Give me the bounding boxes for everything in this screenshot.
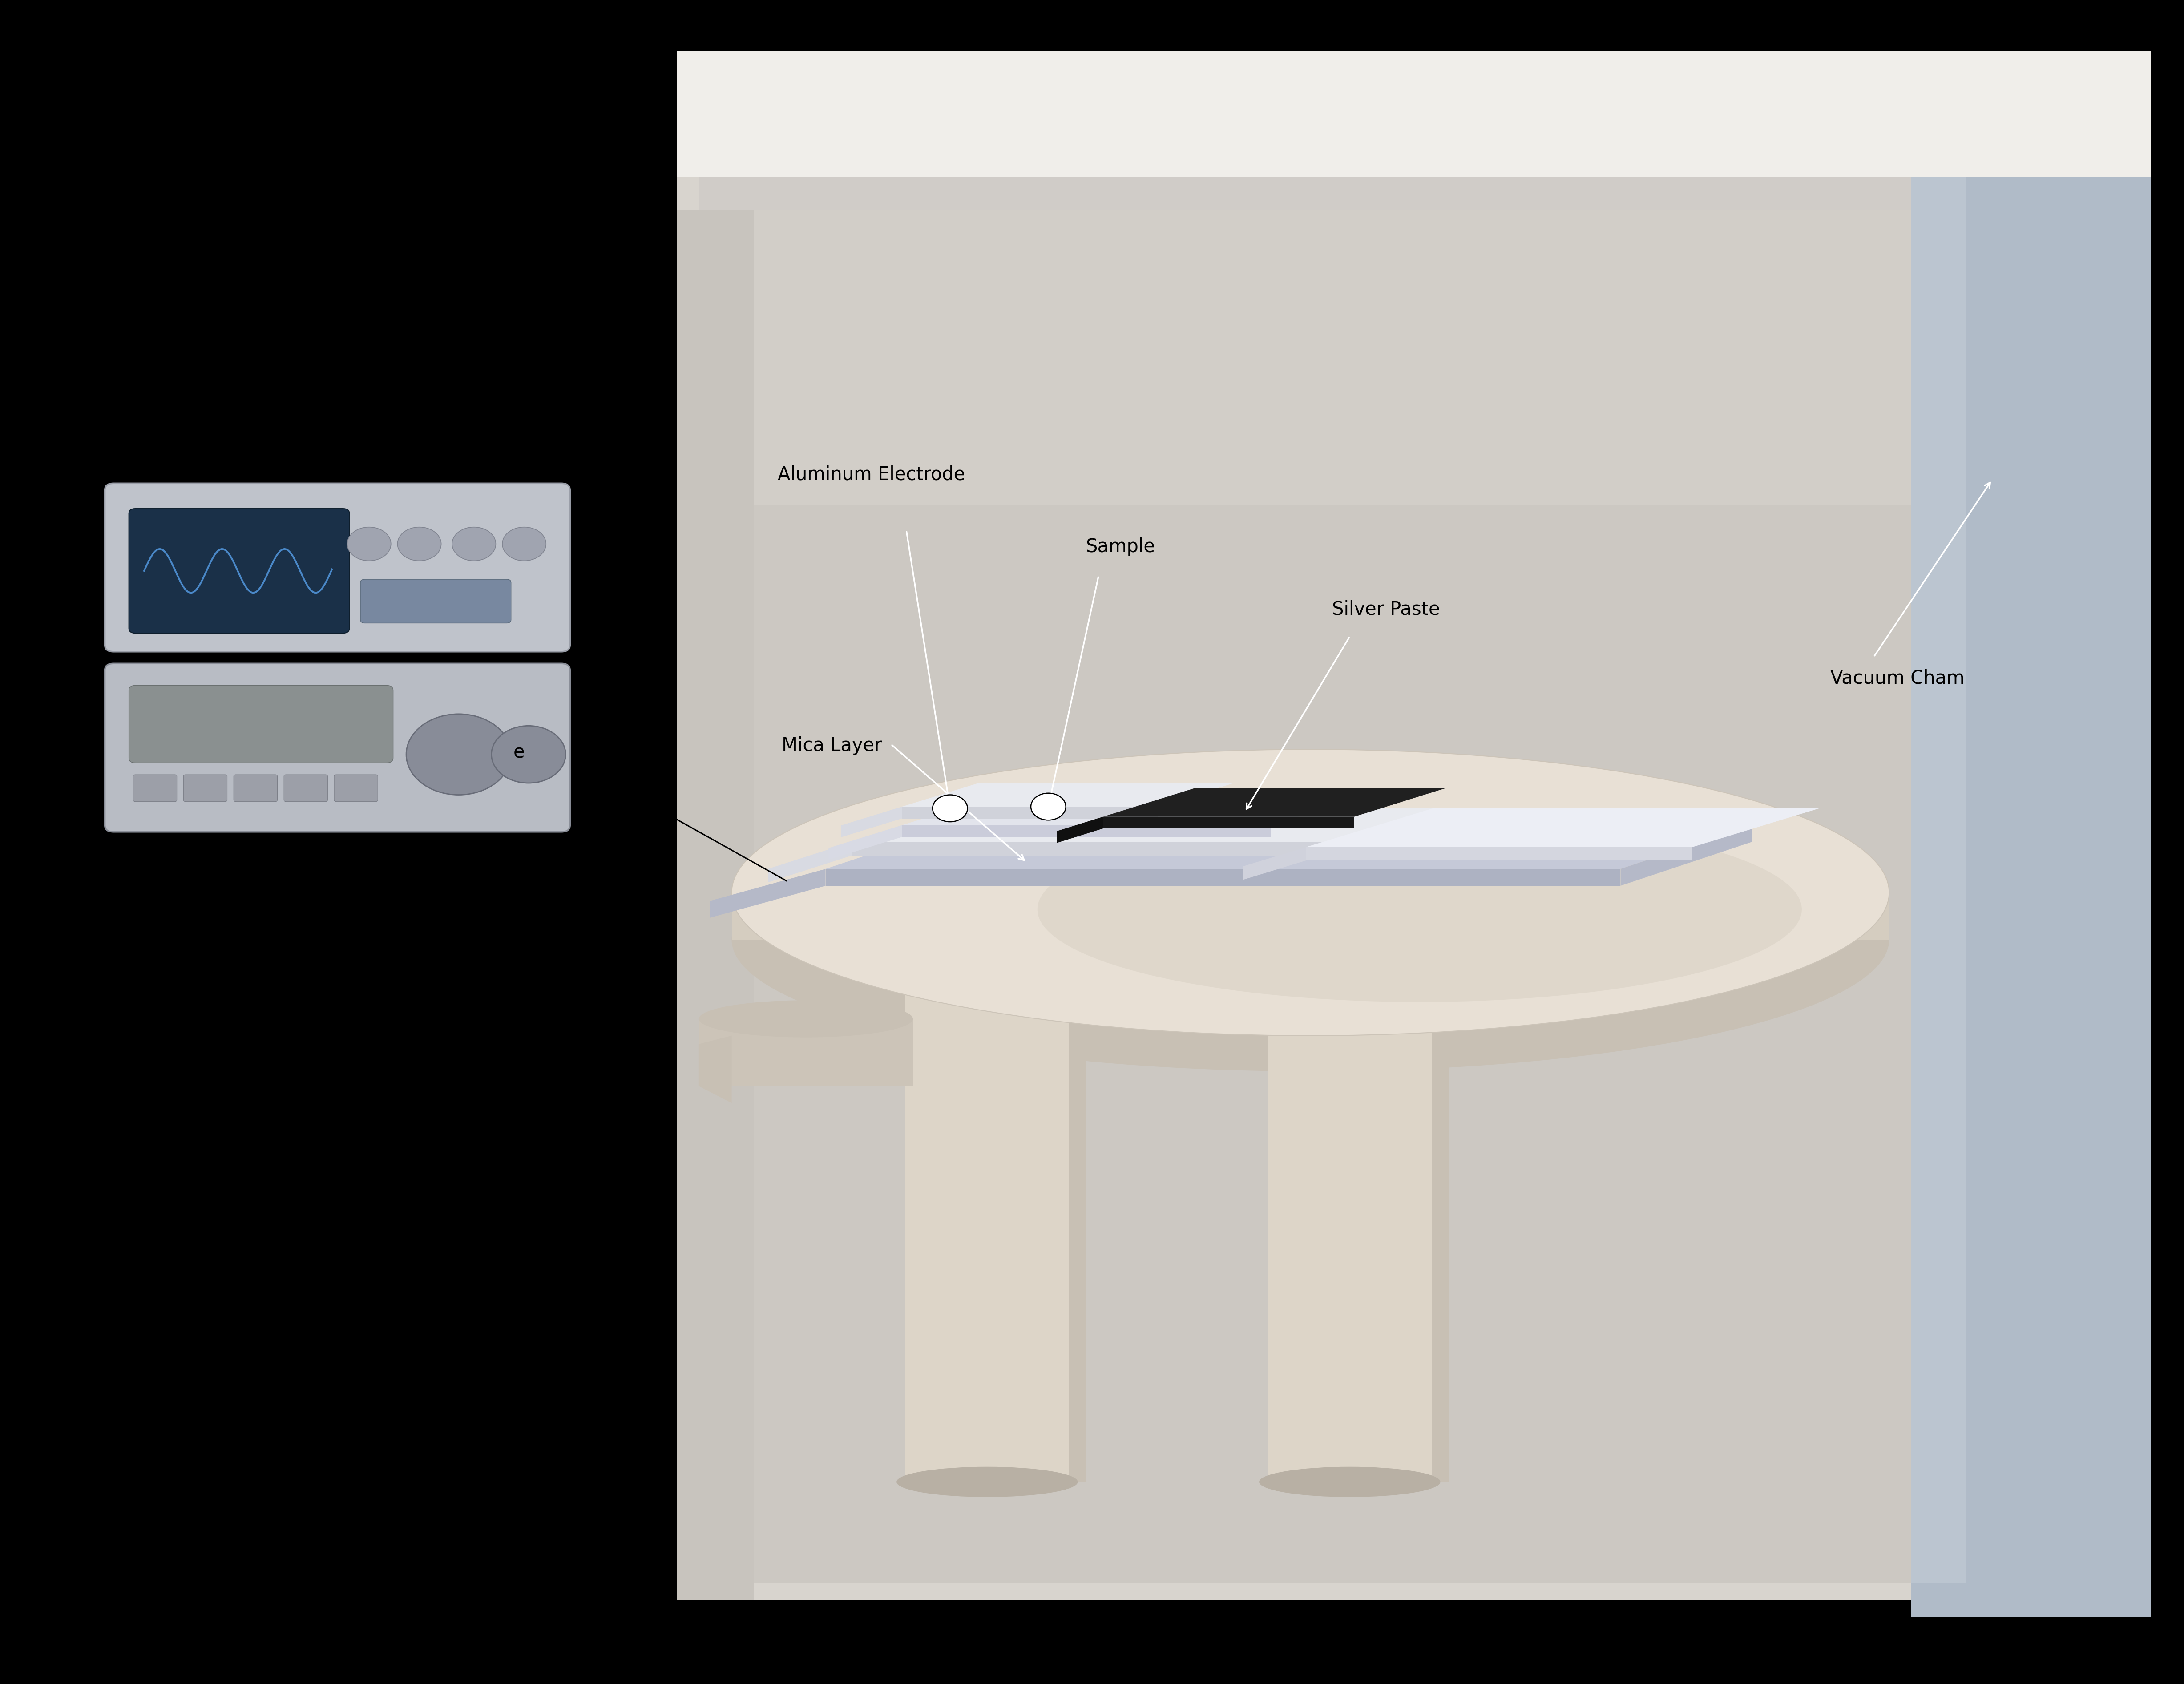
- Circle shape: [397, 527, 441, 561]
- Polygon shape: [710, 869, 826, 918]
- Polygon shape: [699, 135, 1922, 505]
- Polygon shape: [1103, 817, 1354, 829]
- Polygon shape: [1431, 938, 1448, 1482]
- Ellipse shape: [895, 1467, 1077, 1497]
- Polygon shape: [1243, 847, 1306, 881]
- Polygon shape: [826, 869, 1621, 886]
- Polygon shape: [699, 177, 1911, 210]
- Circle shape: [491, 726, 566, 783]
- Polygon shape: [677, 101, 1966, 1600]
- Polygon shape: [769, 842, 852, 882]
- FancyBboxPatch shape: [234, 775, 277, 802]
- Polygon shape: [699, 1036, 732, 1103]
- Text: Mica Layer: Mica Layer: [782, 736, 882, 754]
- Polygon shape: [1103, 788, 1446, 817]
- Polygon shape: [1068, 938, 1085, 1482]
- FancyBboxPatch shape: [183, 775, 227, 802]
- Polygon shape: [826, 825, 1752, 869]
- Circle shape: [933, 795, 968, 822]
- FancyBboxPatch shape: [129, 509, 349, 633]
- Polygon shape: [1267, 938, 1431, 1482]
- Polygon shape: [1306, 847, 1693, 861]
- Text: Silver Paste: Silver Paste: [1332, 600, 1439, 618]
- Polygon shape: [1306, 808, 1819, 847]
- FancyBboxPatch shape: [105, 663, 570, 832]
- Ellipse shape: [732, 749, 1889, 1036]
- Polygon shape: [902, 825, 1271, 837]
- Polygon shape: [1057, 817, 1103, 842]
- Ellipse shape: [1258, 919, 1439, 957]
- Polygon shape: [841, 807, 902, 837]
- Ellipse shape: [1258, 1467, 1439, 1497]
- Polygon shape: [1911, 67, 2151, 1617]
- Circle shape: [406, 714, 511, 795]
- Polygon shape: [677, 51, 2151, 177]
- Polygon shape: [902, 797, 1363, 825]
- Polygon shape: [852, 808, 1459, 842]
- Text: Aluminum Electrode: Aluminum Electrode: [778, 465, 965, 483]
- Text: Sample: Sample: [1085, 537, 1155, 556]
- Polygon shape: [902, 783, 1234, 807]
- Text: Vacuum Cham: Vacuum Cham: [1830, 669, 1963, 687]
- Ellipse shape: [699, 1000, 913, 1037]
- Polygon shape: [902, 807, 1158, 818]
- FancyBboxPatch shape: [360, 579, 511, 623]
- Circle shape: [452, 527, 496, 561]
- FancyBboxPatch shape: [334, 775, 378, 802]
- FancyBboxPatch shape: [129, 685, 393, 763]
- Polygon shape: [677, 210, 753, 1600]
- Circle shape: [347, 527, 391, 561]
- Circle shape: [502, 527, 546, 561]
- Text: e: e: [513, 743, 524, 761]
- Ellipse shape: [732, 808, 1889, 1071]
- Ellipse shape: [895, 919, 1077, 957]
- FancyBboxPatch shape: [284, 775, 328, 802]
- Polygon shape: [1621, 825, 1752, 886]
- Polygon shape: [828, 825, 902, 861]
- Ellipse shape: [1037, 817, 1802, 1002]
- Polygon shape: [852, 842, 1354, 855]
- FancyBboxPatch shape: [133, 775, 177, 802]
- Polygon shape: [904, 938, 1068, 1482]
- Circle shape: [1031, 793, 1066, 820]
- Polygon shape: [699, 135, 1922, 1583]
- Polygon shape: [1911, 118, 1966, 1583]
- FancyBboxPatch shape: [105, 483, 570, 652]
- Polygon shape: [699, 1019, 913, 1086]
- Polygon shape: [732, 893, 1889, 940]
